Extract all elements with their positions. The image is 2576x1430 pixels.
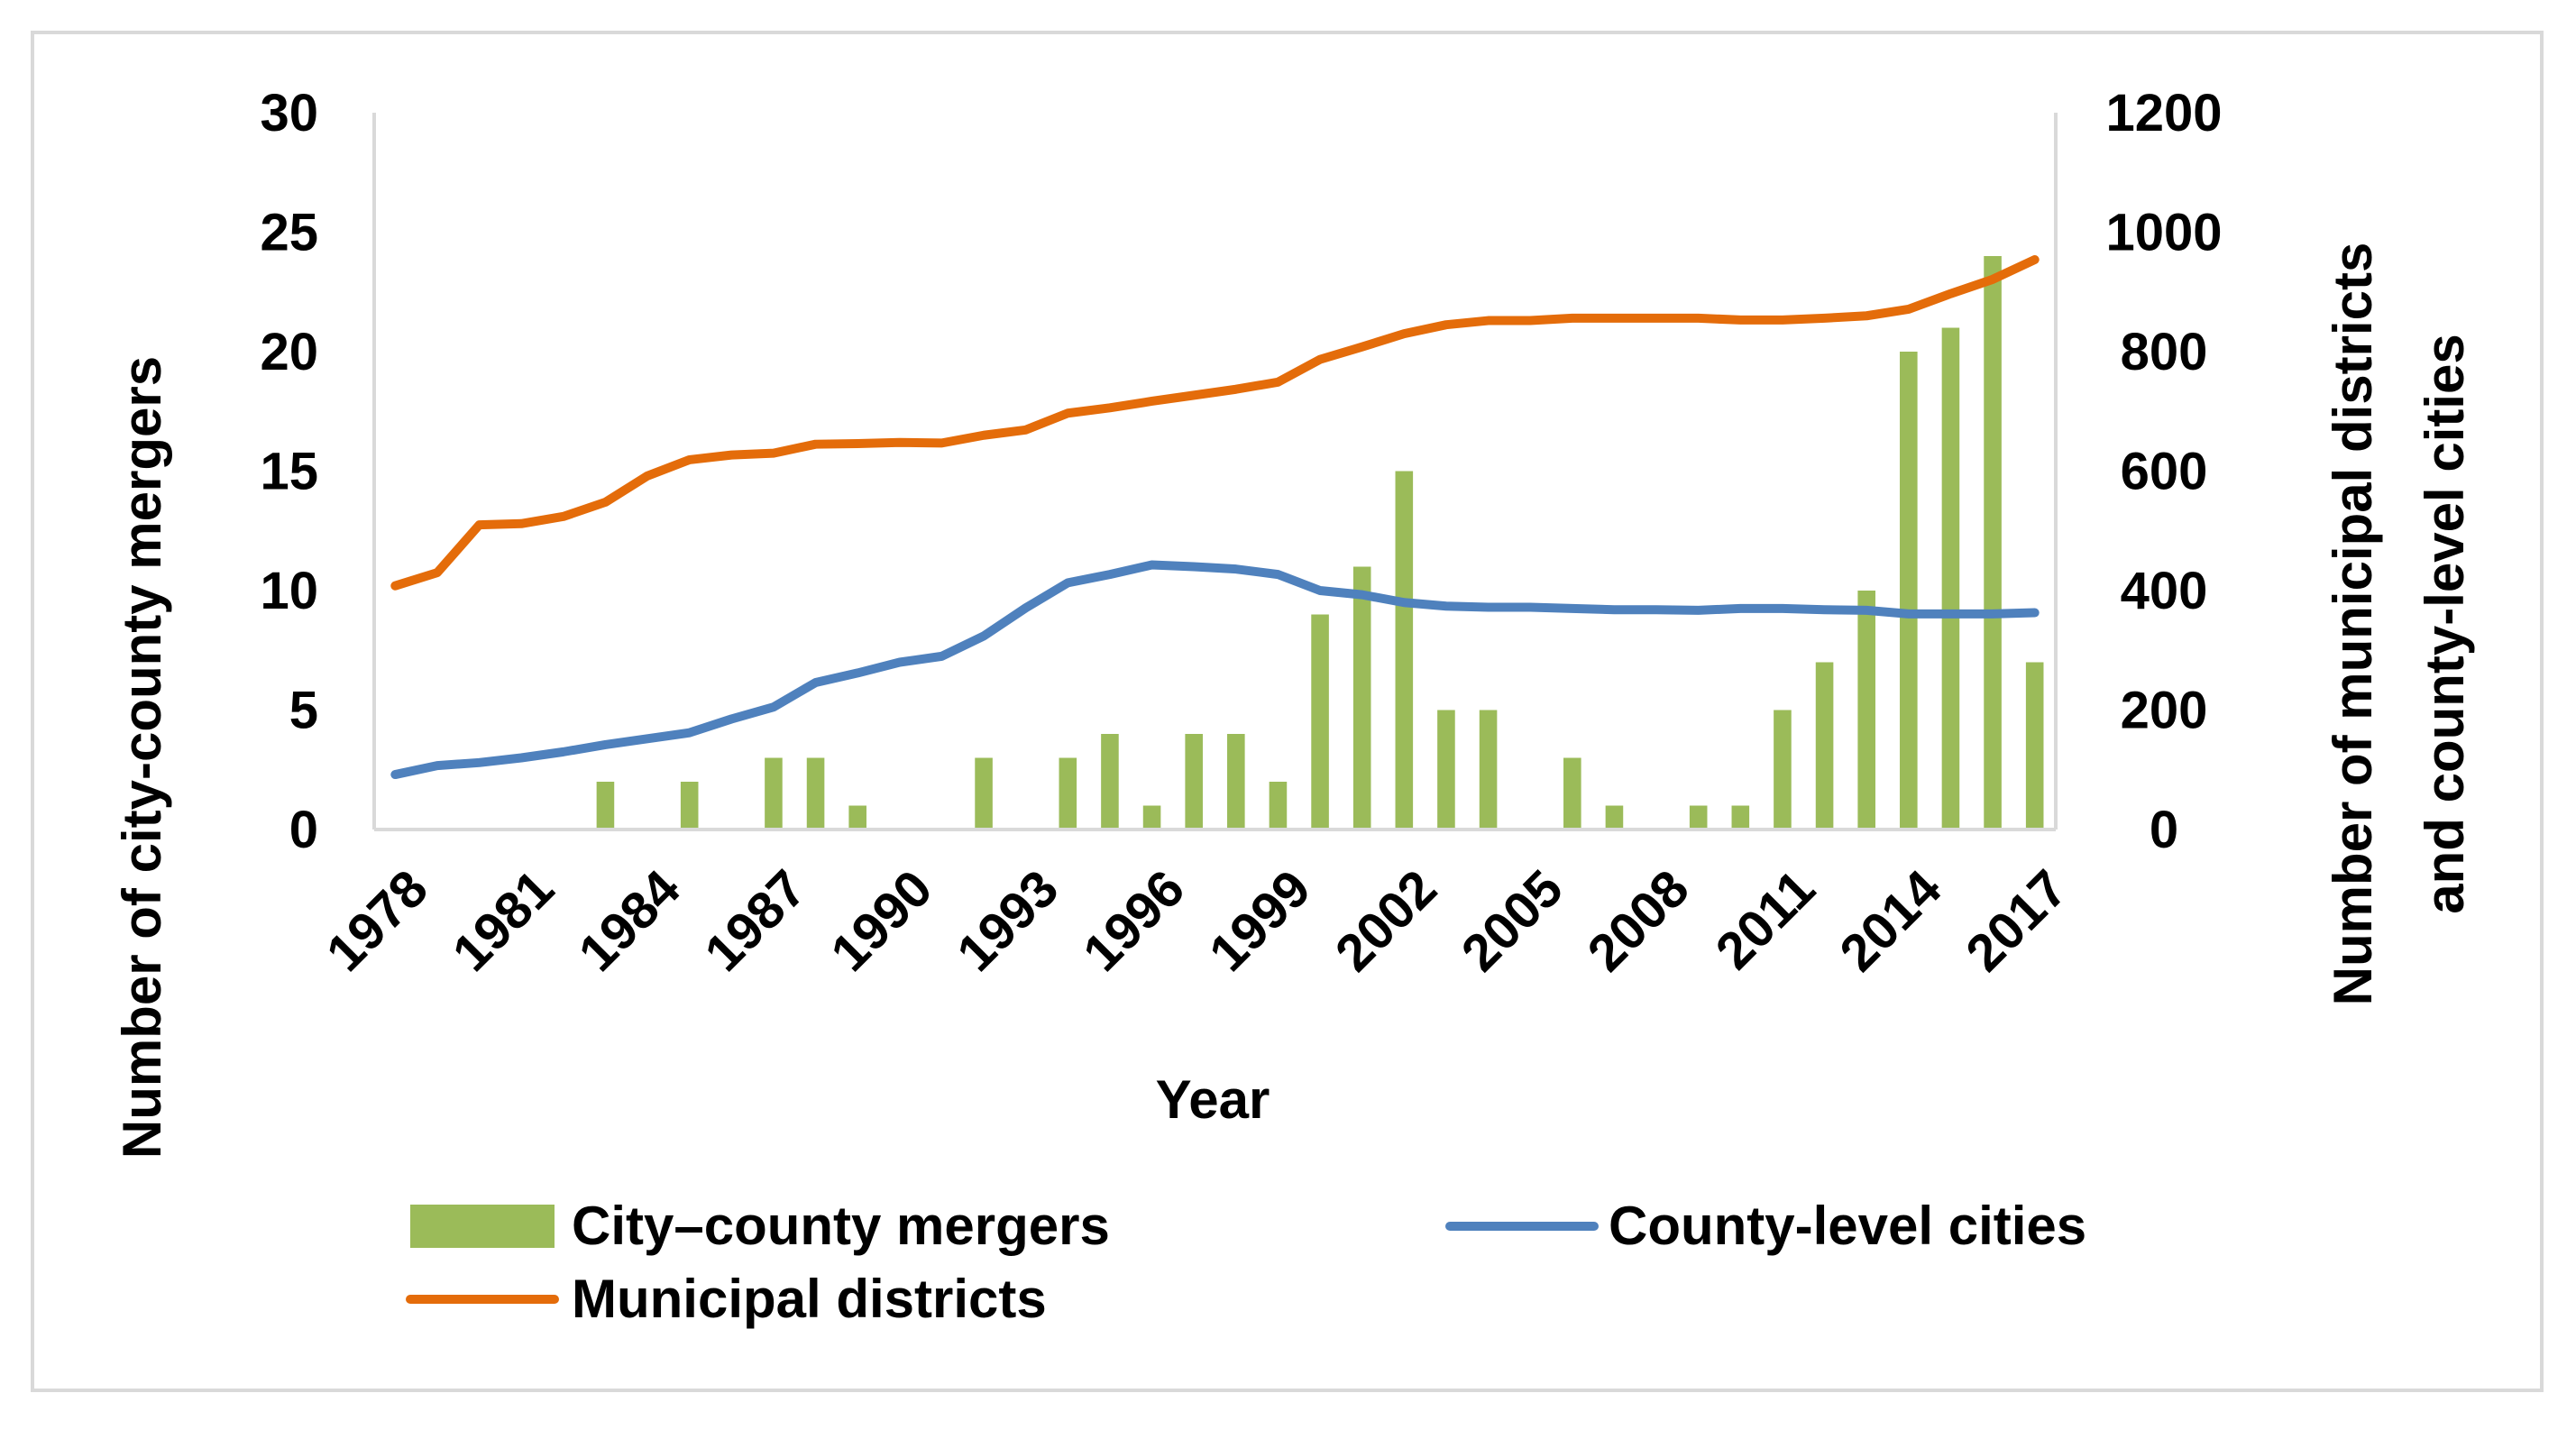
right-tick-label: 0 [2150,801,2178,859]
x-tick-label: 1990 [820,859,943,983]
legend-label-county-level-cities: County-level cities [1609,1196,2086,1256]
bar-2001 [1352,566,1371,830]
x-tick-label: 1978 [316,859,439,983]
bar-2013 [1857,591,1875,830]
x-tick-label: 1993 [946,859,1069,983]
right-tick-label: 800 [2121,323,2208,381]
left-tick-label: 30 [260,84,318,142]
bar-2009 [1689,805,1708,830]
x-tick-label: 1999 [1198,859,1322,983]
left-tick-label: 25 [260,204,318,262]
bar-1999 [1269,782,1288,830]
x-tick-label: 2014 [1829,859,1952,983]
bar-1995 [1101,734,1119,830]
right-tick-label: 1000 [2105,204,2222,262]
left-tick-label: 15 [260,443,318,501]
x-axis-title: Year [1156,1069,1270,1130]
bar-1994 [1059,757,1077,830]
x-tick-label: 2017 [1955,859,2078,983]
legend-swatch-city-county-mergers [410,1205,555,1248]
left-tick-label: 0 [289,801,318,859]
x-tick-label: 2002 [1325,859,1448,983]
bar-2015 [1941,327,1960,830]
line-series-county-level-cities [390,560,2040,780]
left-tick-label: 5 [289,682,318,740]
left-tick-label: 10 [260,562,318,620]
bar-1989 [848,805,866,830]
bar-2016 [1984,256,2002,830]
x-tick-label: 2008 [1576,859,1700,983]
axes [372,113,2058,831]
bar-2011 [1774,710,1792,830]
x-tick-label: 1987 [693,859,817,983]
bar-1996 [1142,805,1161,830]
right-tick-label: 400 [2121,562,2208,620]
left-tick-label: 20 [260,323,318,381]
right-tick-label: 1200 [2105,84,2222,142]
bar-1997 [1185,734,1203,830]
bar-2004 [1479,710,1498,830]
bar-2000 [1311,614,1329,830]
bar-2002 [1395,471,1414,830]
legend: City–county mergers County-level cities … [406,1196,2086,1329]
legend-label-city-county-mergers: City–county mergers [572,1196,1110,1256]
x-tick-label: 1984 [567,859,691,983]
x-tick-label: 1996 [1072,859,1196,983]
chart-frame [31,31,2544,1392]
right-axis-title-line2: and county-level cities [2415,334,2475,914]
right-axis-ticks: 0 200 400 600 800 1000 1200 [2105,84,2222,859]
bar-series-city-county-mergers [596,256,2044,830]
bar-2003 [1437,710,1455,830]
right-tick-label: 200 [2121,682,2208,740]
left-axis-title: Number of city-county mergers [112,356,172,1159]
bar-1988 [806,757,825,830]
x-axis-ticks: 1978 1981 1984 1987 1990 1993 1996 1999 2002 2005… [316,859,2079,983]
bar-1992 [975,757,993,830]
bar-2017 [2025,662,2044,830]
left-axis-ticks: 0 5 10 15 20 25 30 [260,84,318,859]
right-tick-label: 600 [2121,443,2208,501]
bar-1985 [680,782,699,830]
bar-2012 [1815,662,1834,830]
line-series-municipal-districts [390,254,2040,591]
x-tick-label: 1981 [442,859,565,983]
bar-2006 [1563,757,1581,830]
bar-1998 [1227,734,1245,830]
right-axis-title-line1: Number of municipal districts [2323,243,2383,1006]
bar-1983 [596,782,615,830]
bar-2010 [1731,805,1750,830]
legend-label-municipal-districts: Municipal districts [572,1269,1047,1329]
x-tick-label: 2005 [1451,859,1574,983]
bar-1987 [765,757,783,830]
x-tick-label: 2011 [1705,859,1827,981]
bar-2007 [1605,805,1624,830]
bar-2014 [1900,352,1918,830]
